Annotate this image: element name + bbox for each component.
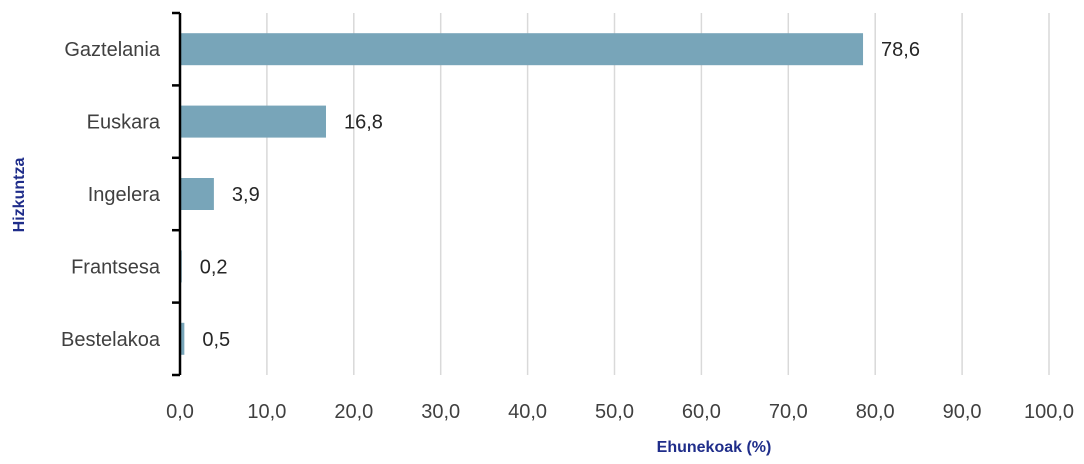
x-tick-label: 30,0 (421, 401, 460, 423)
x-axis-title: Ehunekoak (%) (657, 439, 772, 456)
category-label: Euskara (87, 112, 161, 134)
category-labels: Gaztelania Euskara Ingelera Frantsesa Bestel… (61, 39, 161, 351)
data-label: 0,5 (202, 329, 230, 351)
data-label: 16,8 (344, 112, 383, 134)
bar (180, 322, 185, 355)
x-tick-label: 70,0 (769, 401, 808, 423)
x-tick-label: 0,0 (166, 401, 194, 423)
x-tick-label: 100,0 (1024, 401, 1074, 423)
x-tick-label: 50,0 (595, 401, 634, 423)
y-axis (172, 11, 182, 377)
bar (180, 33, 864, 66)
category-label: Gaztelania (64, 39, 160, 61)
bar (180, 105, 326, 138)
data-label: 78,6 (881, 39, 920, 61)
category-label: Bestelakoa (61, 329, 161, 351)
gridlines (266, 13, 1050, 375)
category-label: Ingelera (88, 184, 161, 206)
category-label: Frantsesa (71, 256, 161, 278)
data-label: 3,9 (232, 184, 260, 206)
bar (180, 178, 214, 210)
x-tick-label: 10,0 (247, 401, 286, 423)
data-labels: 78,6 16,8 3,9 0,2 0,5 (200, 39, 920, 351)
x-tick-label: 40,0 (508, 401, 547, 423)
x-tick-label: 60,0 (682, 401, 721, 423)
x-tick-labels: 0,0 10,0 20,0 30,0 40,0 50,0 60,0 70,0 80,0 90,0 1… (166, 401, 1074, 423)
data-label: 0,2 (200, 256, 228, 278)
bars (180, 33, 864, 355)
x-tick-label: 80,0 (856, 401, 895, 423)
x-tick-label: 20,0 (334, 401, 373, 423)
y-axis-title: Hizkuntza (11, 158, 28, 233)
x-tick-label: 90,0 (943, 401, 982, 423)
